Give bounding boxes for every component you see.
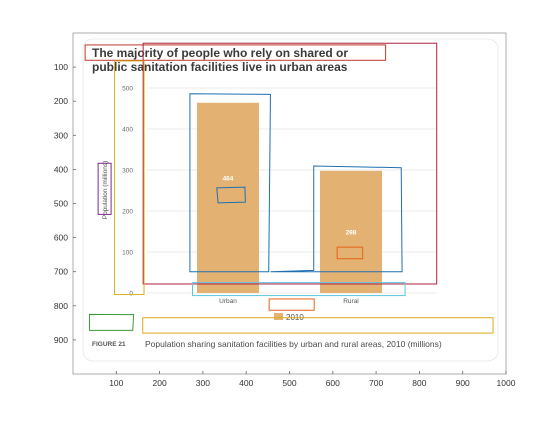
outer-y-tick-label: 200 [54, 96, 68, 106]
inner-y-tick-label: 300 [122, 168, 133, 175]
y-ticks-annotation-box [114, 60, 145, 296]
x-ticks-annotation-box [192, 282, 406, 297]
inner-y-tick-label: 200 [122, 209, 133, 216]
gridlines [147, 87, 437, 294]
outer-x-tick-label: 400 [239, 378, 253, 388]
data-label-urban: 464 [223, 175, 234, 182]
outer-y-tick-label: 300 [54, 130, 68, 140]
y-label-annotation-box [97, 162, 112, 215]
outer-x-tick-label: 1000 [497, 378, 516, 388]
outer-y-tick-label: 400 [54, 164, 68, 174]
caption-annotation-box [142, 317, 494, 334]
bar-urban [197, 102, 259, 293]
annotation-boxes [84, 42, 494, 334]
outer-y-ticks: 100 200 300 400 500 600 700 800 900 [54, 62, 76, 345]
category-label-urban: Urban [219, 298, 237, 305]
bar-rural [320, 170, 382, 293]
outer-x-tick-label: 300 [196, 378, 210, 388]
inner-y-tick-label: 0 [129, 291, 133, 298]
outer-y-tick-label: 500 [54, 199, 68, 209]
category-labels: Urban Rural [219, 298, 359, 305]
rural-bar-annotation-box [270, 165, 403, 273]
title-annotation-box [84, 44, 387, 61]
rural-label-annotation-box [336, 246, 364, 260]
outer-x-tick-label: 900 [456, 378, 470, 388]
inner-y-tick-label: 100 [122, 250, 133, 257]
bars [197, 102, 382, 293]
urban-bar-annotation-box [189, 93, 271, 273]
data-labels: 464 298 [223, 175, 357, 236]
category-label-rural: Rural [343, 298, 359, 305]
outer-y-tick-label: 900 [54, 335, 68, 345]
outer-x-tick-label: 200 [153, 378, 167, 388]
outer-x-tick-label: 800 [412, 378, 426, 388]
urban-label-annotation-box [216, 186, 246, 204]
outer-x-tick-label: 600 [326, 378, 340, 388]
legend-annotation-box [268, 298, 315, 311]
outer-x-ticks: 100 200 300 400 500 600 700 800 900 1000 [109, 371, 516, 388]
inner-y-tick-label: 500 [122, 86, 133, 93]
outer-x-tick-label: 100 [109, 378, 123, 388]
outer-y-tick-label: 600 [54, 233, 68, 243]
legend-swatch-2010 [274, 313, 283, 320]
inner-y-ticks: 0 100 200 300 400 500 [122, 86, 133, 298]
inner-y-tick-label: 400 [122, 127, 133, 134]
outer-x-tick-label: 700 [369, 378, 383, 388]
axes-annotation-box [142, 42, 438, 285]
outer-y-tick-label: 800 [54, 301, 68, 311]
figure-label: FIGURE 21 [92, 341, 126, 348]
chart-title-line-2: public sanitation facilities live in urb… [92, 60, 348, 74]
data-label-rural: 298 [346, 229, 357, 236]
y-axis-label: Population (millions) [102, 161, 109, 220]
figure-label-annotation-box [88, 313, 135, 331]
figure-caption: Population sharing sanitation facilities… [145, 339, 442, 349]
chart-title-line-1: The majority of people who rely on share… [92, 46, 348, 60]
outer-x-tick-label: 500 [282, 378, 296, 388]
outer-y-tick-label: 100 [54, 62, 68, 72]
outer-y-tick-label: 700 [54, 267, 68, 277]
chart-card [82, 38, 499, 362]
